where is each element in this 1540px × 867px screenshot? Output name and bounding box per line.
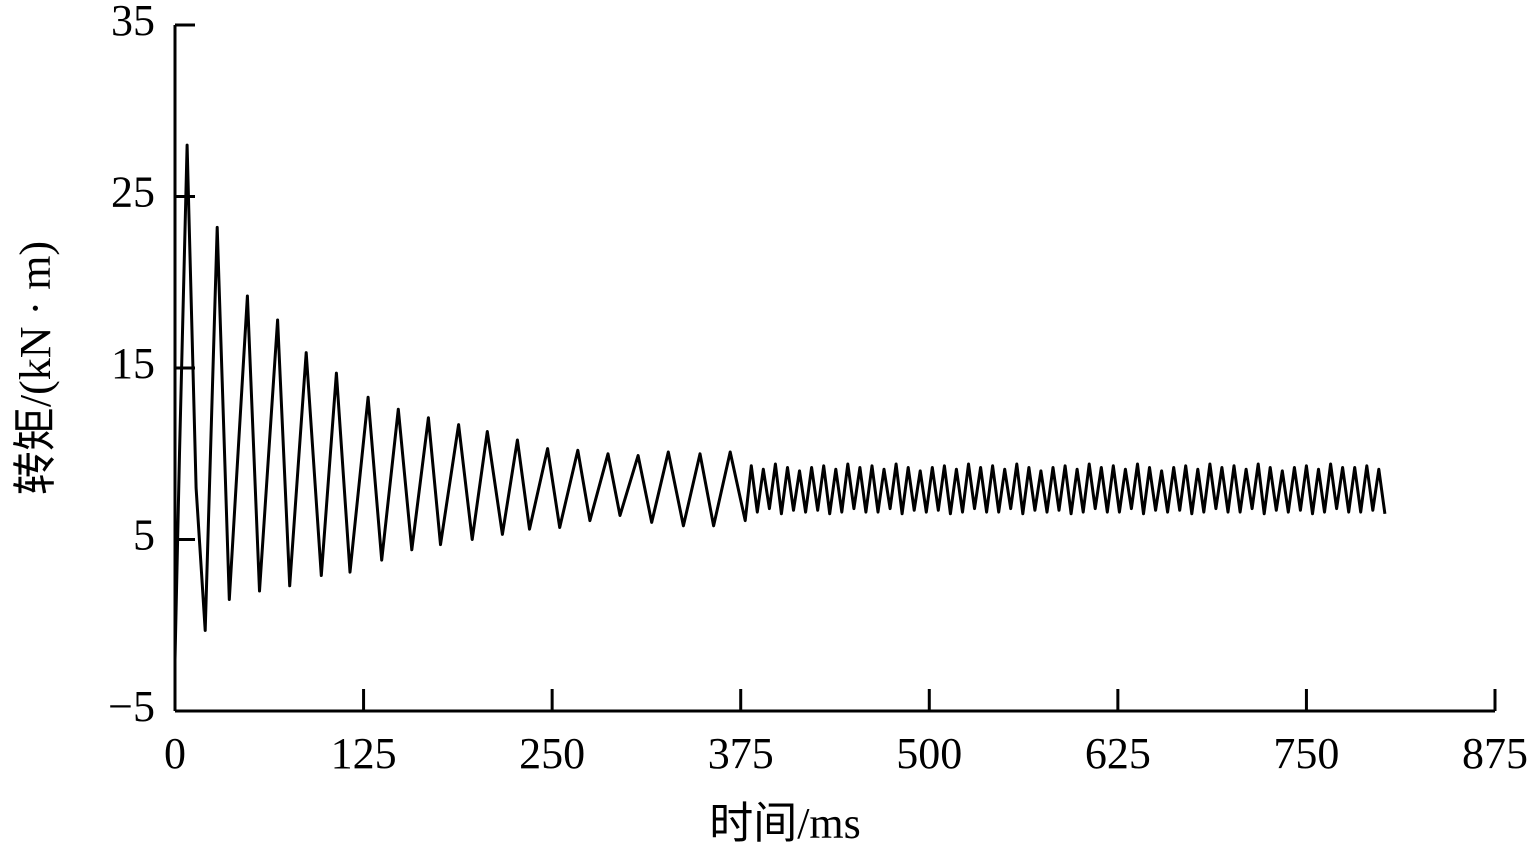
y-tick-label: 25 (111, 168, 155, 217)
x-tick-label: 750 (1273, 729, 1339, 778)
x-axis-label: 时间/ms (709, 799, 861, 848)
x-tick-label: 500 (896, 729, 962, 778)
x-tick-label: 625 (1085, 729, 1151, 778)
x-tick-label: 875 (1462, 729, 1528, 778)
y-axis-label: 转矩/(kN · m) (11, 241, 60, 495)
x-tick-label: 375 (708, 729, 774, 778)
x-tick-label: 250 (519, 729, 585, 778)
x-tick-label: 0 (164, 729, 186, 778)
y-tick-label: 35 (111, 0, 155, 45)
x-tick-label: 125 (331, 729, 397, 778)
data-line (173, 143, 1387, 660)
y-tick-label: 5 (133, 511, 155, 560)
y-tick-label: 15 (111, 339, 155, 388)
y-tick-label: −5 (108, 682, 155, 731)
